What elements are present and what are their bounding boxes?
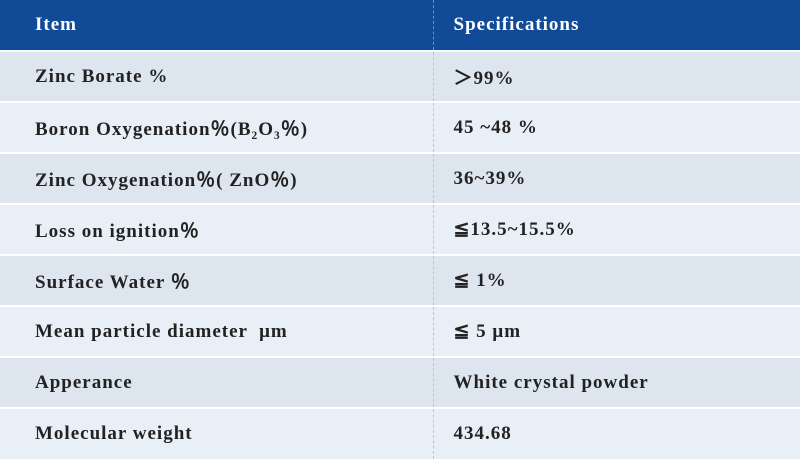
header-row: Item Specifications <box>0 0 800 51</box>
table-row: Boron Oxygenation％(B₂O₃％) 45 ~48 % <box>0 101 800 153</box>
spec-cell: ＞99% <box>433 50 800 102</box>
table-row: Molecular weight 434.68 <box>0 407 800 459</box>
spec-cell: 434.68 <box>433 407 800 459</box>
item-cell: Zinc Borate % <box>0 50 434 102</box>
table-header: Item Specifications <box>0 0 800 51</box>
spec-cell: White crystal powder <box>433 356 800 408</box>
item-cell: Zinc Oxygenation％( ZnO％) <box>0 152 434 204</box>
item-cell: Boron Oxygenation％(B₂O₃％) <box>0 101 434 153</box>
item-cell: Surface Water ％ <box>0 254 434 306</box>
table-row: Mean particle diameter μm ≦ 5 μm <box>0 305 800 357</box>
spec-cell: 45 ~48 % <box>433 101 800 153</box>
item-cell: Molecular weight <box>0 407 434 459</box>
header-cell: Item <box>0 0 434 51</box>
spec-cell: 36~39% <box>433 152 800 204</box>
spec-cell: ≦ 1% <box>433 254 800 306</box>
spec-cell: ≦ 5 μm <box>433 305 800 357</box>
table-row: Loss on ignition％ ≦13.5~15.5% <box>0 203 800 255</box>
item-cell: Loss on ignition％ <box>0 203 434 255</box>
table-row: Zinc Borate % ＞99% <box>0 50 800 102</box>
item-cell: Apperance <box>0 356 434 408</box>
table-row: Surface Water ％ ≦ 1% <box>0 254 800 306</box>
spec-cell: ≦13.5~15.5% <box>433 203 800 255</box>
table-row: Apperance White crystal powder <box>0 356 800 408</box>
table-body: Zinc Borate % ＞99% Boron Oxygenation％(B₂O₃… <box>0 50 800 459</box>
table-row: Zinc Oxygenation％( ZnO％) 36~39% <box>0 152 800 204</box>
header-cell: Specifications <box>433 0 800 51</box>
item-cell: Mean particle diameter μm <box>0 305 434 357</box>
